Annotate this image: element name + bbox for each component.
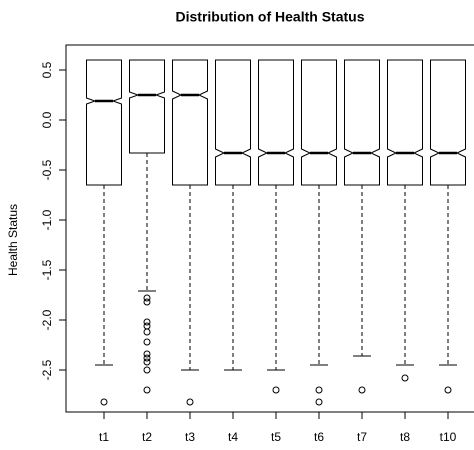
chart-title: Distribution of Health Status: [176, 9, 365, 25]
outlier: [272, 386, 280, 394]
box: [430, 59, 466, 186]
outlier: [143, 322, 151, 330]
box: [172, 59, 208, 186]
y-tick-label: 0.0: [40, 111, 54, 128]
outlier: [358, 386, 366, 394]
box: [258, 59, 294, 186]
outlier: [143, 366, 151, 374]
x-tick-label: t3: [185, 430, 195, 444]
outlier: [143, 328, 151, 336]
y-tick-label: -2.0: [40, 309, 54, 330]
plot-frame: [65, 44, 474, 413]
box: [301, 59, 337, 186]
outlier: [315, 386, 323, 394]
outlier: [143, 294, 151, 302]
y-tick-label: -1.0: [40, 209, 54, 230]
x-tick-label: t8: [400, 430, 410, 444]
outlier: [143, 386, 151, 394]
outlier: [444, 386, 452, 394]
x-tick-label: t6: [314, 430, 324, 444]
outlier: [143, 318, 151, 326]
outlier: [315, 398, 323, 406]
y-tick-label: -1.5: [40, 259, 54, 280]
y-tick-label: -0.5: [40, 159, 54, 180]
outlier: [143, 338, 151, 346]
x-tick-label: t2: [142, 430, 152, 444]
outlier: [143, 354, 151, 362]
outlier: [143, 358, 151, 366]
outlier: [100, 398, 108, 406]
x-tick-label: t4: [228, 430, 238, 444]
outlier: [143, 298, 151, 306]
y-axis-label: Health Status: [6, 204, 20, 276]
box: [387, 59, 423, 186]
box: [215, 59, 251, 186]
outlier: [186, 398, 194, 406]
y-tick-label: 0.5: [40, 61, 54, 78]
outlier: [401, 374, 409, 382]
box: [344, 59, 380, 186]
x-tick-label: t1: [99, 430, 109, 444]
box: [86, 59, 122, 186]
y-tick-label: -2.5: [40, 359, 54, 380]
x-tick-label: t10: [440, 430, 457, 444]
box: [129, 59, 165, 154]
x-tick-label: t5: [271, 430, 281, 444]
outlier: [143, 350, 151, 358]
x-tick-label: t7: [357, 430, 367, 444]
